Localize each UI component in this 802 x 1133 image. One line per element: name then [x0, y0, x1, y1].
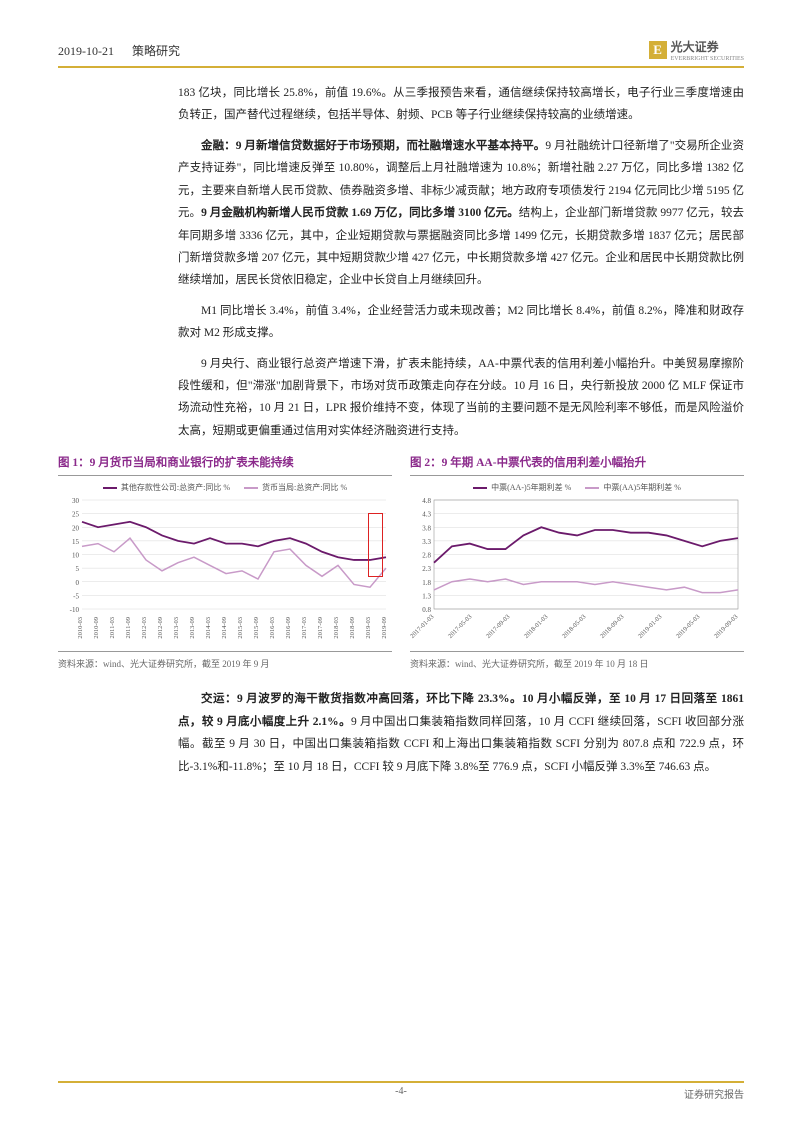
chart-1-canvas: -10 -5 0 5 10 15 20 25 30 2010-03 2010-09 2011-03 20…	[58, 482, 392, 652]
svg-text:2018-01-03: 2018-01-03	[523, 614, 549, 640]
svg-text:2012-09: 2012-09	[157, 617, 164, 639]
para-2: 金融：9 月新增信贷数据好于市场预期，而社融增速水平基本持平。9 月社融统计口径…	[178, 135, 744, 292]
charts-row: 图 1：9 月货币当局和商业银行的扩表未能持续 -10 -5 0 5 10 15 20 25 3…	[58, 454, 744, 670]
svg-text:2018-03: 2018-03	[333, 617, 340, 639]
svg-text:2011-09: 2011-09	[125, 617, 132, 638]
svg-text:2.8: 2.8	[422, 552, 431, 560]
svg-text:20: 20	[72, 525, 80, 533]
svg-text:2015-03: 2015-03	[237, 617, 244, 639]
svg-text:2018-05-03: 2018-05-03	[561, 614, 587, 640]
svg-text:0.8: 0.8	[422, 606, 431, 614]
brand-sub: EVERBRIGHT SECURITIES	[671, 56, 744, 62]
svg-text:1.8: 1.8	[422, 579, 431, 587]
para-5: 交运：9 月波罗的海干散货指数冲高回落，环比下降 23.3%。10 月小幅反弹，…	[178, 688, 744, 778]
header-category: 策略研究	[132, 44, 180, 58]
chart-1: 图 1：9 月货币当局和商业银行的扩表未能持续 -10 -5 0 5 10 15 20 25 3…	[58, 454, 392, 670]
body-text-lower: 交运：9 月波罗的海干散货指数冲高回落，环比下降 23.3%。10 月小幅反弹，…	[178, 688, 744, 778]
chart-1-source: 资料来源：wind、光大证券研究所，截至 2019 年 9 月	[58, 652, 392, 670]
page-footer: -4- 证券研究报告	[58, 1081, 744, 1101]
svg-text:3.3: 3.3	[422, 538, 431, 546]
svg-text:2014-03: 2014-03	[205, 617, 212, 639]
svg-text:2019-03: 2019-03	[365, 617, 372, 639]
svg-text:2010-09: 2010-09	[93, 617, 100, 639]
svg-text:2019-05-03: 2019-05-03	[675, 614, 701, 640]
svg-text:-5: -5	[73, 593, 79, 601]
svg-text:2017-09-03: 2017-09-03	[485, 614, 511, 640]
svg-text:2010-03: 2010-03	[77, 617, 84, 639]
svg-text:2019-01-03: 2019-01-03	[637, 614, 663, 640]
svg-text:2012-03: 2012-03	[141, 617, 148, 639]
svg-text:30: 30	[72, 497, 80, 505]
svg-text:2018-09: 2018-09	[349, 617, 356, 639]
svg-text:2017-09: 2017-09	[317, 617, 324, 639]
svg-text:15: 15	[72, 538, 80, 546]
svg-text:2013-03: 2013-03	[173, 617, 180, 639]
svg-text:2018-09-03: 2018-09-03	[599, 614, 625, 640]
svg-text:2019-09-03: 2019-09-03	[713, 614, 739, 640]
svg-text:2013-09: 2013-09	[189, 617, 196, 639]
svg-text:0: 0	[76, 579, 80, 587]
svg-text:2019-09: 2019-09	[381, 617, 388, 639]
body-text-upper: 183 亿块，同比增长 25.8%，前值 19.6%。从三季报预告来看，通信继续…	[178, 82, 744, 442]
page-number: -4-	[395, 1086, 407, 1097]
footer-right: 证券研究报告	[684, 1086, 744, 1101]
svg-text:2017-01-03: 2017-01-03	[410, 614, 435, 640]
svg-text:2.3: 2.3	[422, 565, 431, 573]
brand-logo: E 光大证券 EVERBRIGHT SECURITIES	[649, 38, 744, 62]
brand-icon: E	[649, 41, 667, 59]
svg-text:3.8: 3.8	[422, 525, 431, 533]
chart-2-canvas: 0.8 1.3 1.8 2.3 2.8 3.3 3.8 4.3 4.8 2017-01-03 201…	[410, 482, 744, 652]
chart-1-title: 图 1：9 月货币当局和商业银行的扩表未能持续	[58, 454, 392, 476]
para-1: 183 亿块，同比增长 25.8%，前值 19.6%。从三季报预告来看，通信继续…	[178, 82, 744, 127]
svg-text:-10: -10	[70, 606, 80, 614]
svg-text:2016-03: 2016-03	[269, 617, 276, 639]
svg-text:4.8: 4.8	[422, 497, 431, 505]
brand-name: 光大证券	[671, 40, 719, 54]
chart-2-source: 资料来源：wind、光大证券研究所，截至 2019 年 10 月 18 日	[410, 652, 744, 670]
header-left: 2019-10-21 策略研究	[58, 42, 180, 59]
page-header: 2019-10-21 策略研究 E 光大证券 EVERBRIGHT SECURI…	[58, 38, 744, 68]
chart-2-title: 图 2：9 年期 AA-中票代表的信用利差小幅抬升	[410, 454, 744, 476]
header-date: 2019-10-21	[58, 44, 114, 58]
svg-text:2016-09: 2016-09	[285, 617, 292, 639]
svg-text:5: 5	[76, 565, 80, 573]
svg-text:25: 25	[72, 511, 80, 519]
svg-text:2015-09: 2015-09	[253, 617, 260, 639]
para-4: 9 月央行、商业银行总资产增速下滑，扩表未能持续，AA-中票代表的信用利差小幅抬…	[178, 353, 744, 443]
svg-text:10: 10	[72, 552, 80, 560]
chart-2: 图 2：9 年期 AA-中票代表的信用利差小幅抬升 0.8 1.3 1.8 2.3 2.…	[410, 454, 744, 670]
svg-text:2014-09: 2014-09	[221, 617, 228, 639]
para-3: M1 同比增长 3.4%，前值 3.4%，企业经营活力或未现改善；M2 同比增长…	[178, 300, 744, 345]
svg-text:2017-03: 2017-03	[301, 617, 308, 639]
svg-text:1.3: 1.3	[422, 593, 431, 601]
svg-text:4.3: 4.3	[422, 511, 431, 519]
svg-text:2017-05-03: 2017-05-03	[447, 614, 473, 640]
svg-text:2011-03: 2011-03	[109, 617, 116, 638]
